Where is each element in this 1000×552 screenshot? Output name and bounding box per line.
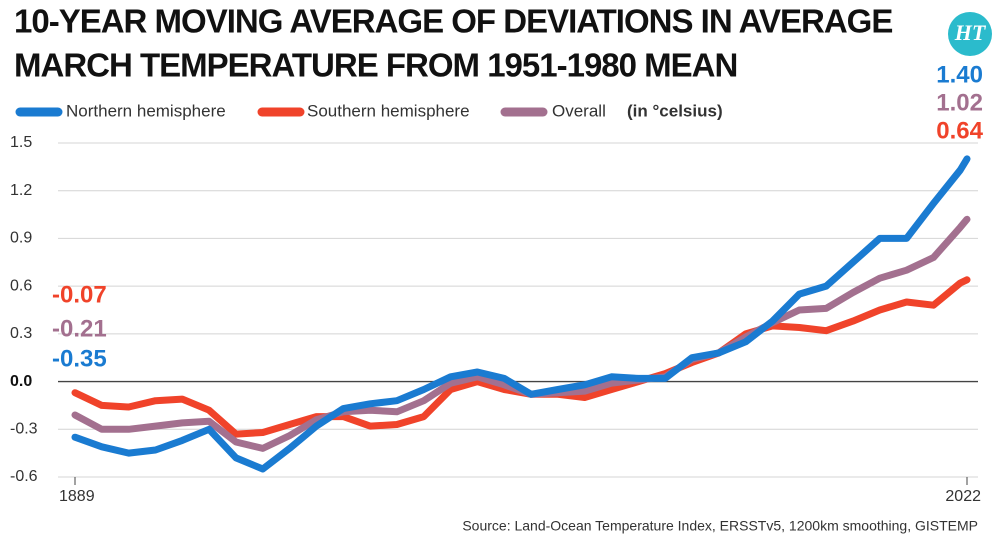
y-tick-label: 0.3 (10, 325, 32, 342)
unit-label: (in °celsius) (627, 101, 723, 120)
legend-label: Northern hemisphere (66, 101, 226, 120)
y-tick-label: 1.5 (10, 134, 32, 151)
legend-label: Southern hemisphere (307, 101, 470, 120)
chart-title: MARCH TEMPERATURE FROM 1951-1980 MEAN (14, 47, 737, 84)
logo: HT (954, 20, 987, 45)
source: Source: Land-Ocean Temperature Index, ER… (462, 518, 978, 534)
value-label: 1.02 (936, 89, 983, 116)
x-tick-label: 1889 (59, 488, 95, 505)
y-tick-label: 1.2 (10, 182, 32, 199)
x-tick-label: 2022 (945, 488, 981, 505)
legend-label: Overall (552, 101, 606, 120)
value-label: -0.07 (52, 281, 107, 308)
logo-circle (948, 12, 992, 56)
y-tick-label: -0.3 (10, 421, 38, 438)
value-label: -0.35 (52, 345, 107, 372)
chart-title: 10-YEAR MOVING AVERAGE OF DEVIATIONS IN … (14, 3, 892, 40)
value-label: -0.21 (52, 315, 107, 342)
y-tick-label: -0.6 (10, 468, 38, 485)
value-label: 1.40 (936, 61, 983, 88)
y-tick-label: 0.6 (10, 277, 32, 294)
series-line (71, 155, 971, 473)
y-tick-label: 0.9 (10, 230, 32, 247)
y-tick-label: 0.0 (10, 373, 32, 390)
value-label: 0.64 (936, 117, 983, 144)
